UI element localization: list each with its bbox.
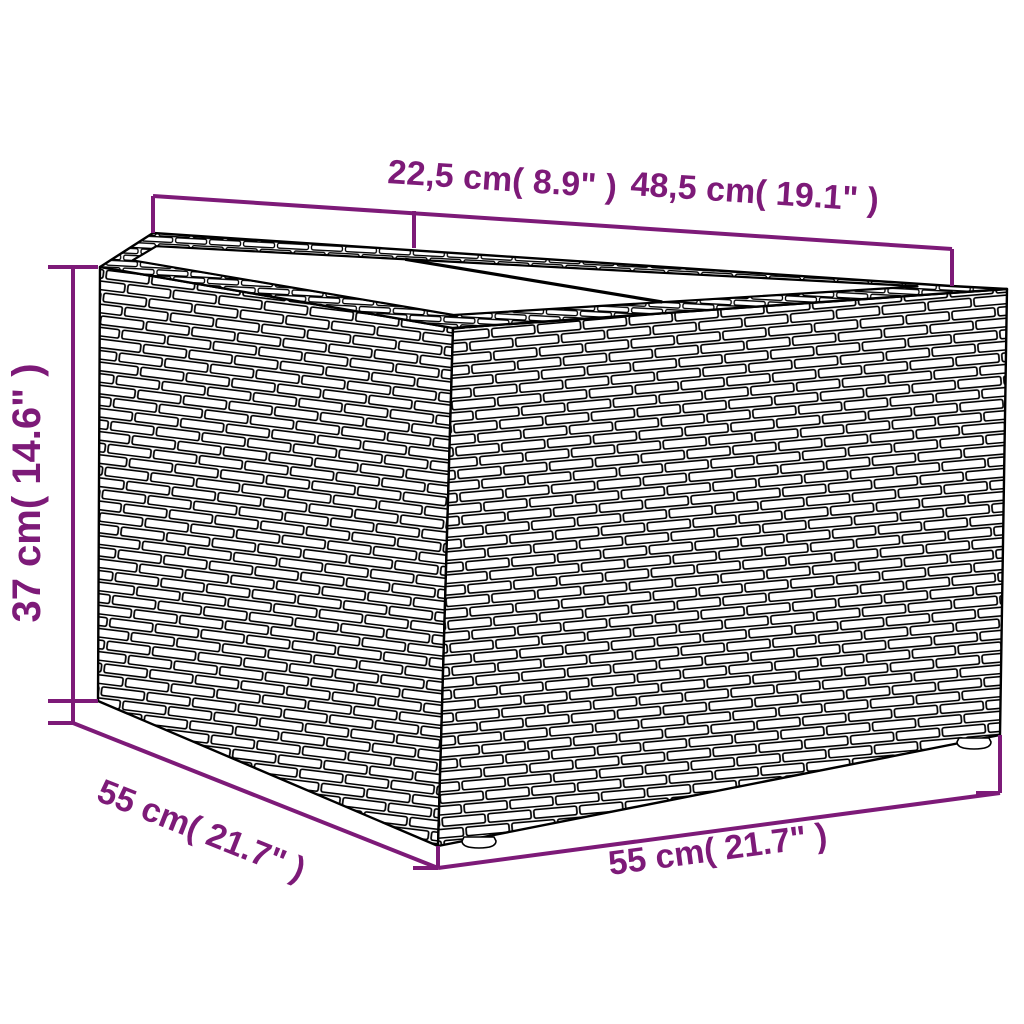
svg-text:37 cm( 14.6" ): 37 cm( 14.6" )	[5, 363, 49, 622]
